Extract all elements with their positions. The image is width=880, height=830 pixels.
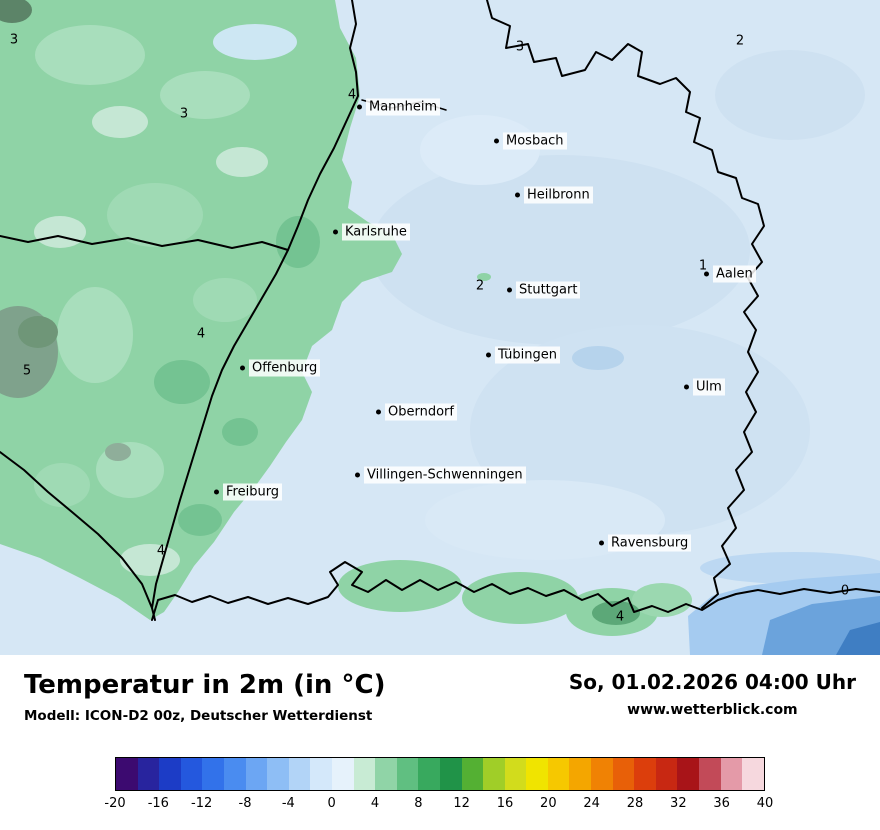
- northwest-border: [0, 235, 289, 251]
- legend-tick-label: 16: [496, 796, 514, 811]
- legend-color-segment: [375, 758, 397, 790]
- legend-tick-label: -4: [281, 796, 295, 811]
- border-lines: [0, 0, 880, 621]
- legend-color-segment: [180, 758, 203, 790]
- legend-color-segment: [742, 758, 764, 790]
- legend-color-segment: [526, 758, 548, 790]
- legend-color-segment: [267, 758, 289, 790]
- legend-tick-label: 20: [540, 796, 557, 811]
- legend-color-segment: [655, 758, 678, 790]
- legend-tick-label: -16: [147, 796, 169, 811]
- legend-color-segment: [591, 758, 613, 790]
- legend-tick-label: 32: [670, 796, 687, 811]
- datetime-block: So, 01.02.2026 04:00 Uhr www.wetterblick…: [569, 671, 858, 718]
- legend-tick-label: 4: [370, 796, 380, 811]
- southern-border: [151, 561, 880, 621]
- legend-color-segment: [159, 758, 181, 790]
- title-block: Temperatur in 2m (in °C) Modell: ICON-D2…: [24, 671, 385, 724]
- legend-tick-label: 12: [453, 796, 470, 811]
- legend-color-segment: [353, 758, 376, 790]
- legend-tick-label: 28: [626, 796, 644, 811]
- legend-color-segment: [310, 758, 332, 790]
- legend-color-segment: [331, 758, 354, 790]
- green-region: [0, 0, 491, 620]
- legend-color-segment: [547, 758, 570, 790]
- legend-tick-label: 40: [756, 796, 774, 811]
- legend-tick-label: -8: [238, 796, 252, 811]
- legend-color-segment: [202, 758, 224, 790]
- weather-map: Mannheim Mosbach Heilbronn Karlsruhe Stuttga…: [0, 0, 880, 655]
- legend-color-segment: [634, 758, 656, 790]
- cool-blue-patches: [370, 50, 865, 560]
- legend-color-segment: [569, 758, 592, 790]
- southwest-border: [0, 451, 153, 609]
- legend-tick-label: -12: [191, 796, 213, 811]
- legend-tick-label: 0: [327, 796, 336, 811]
- legend-color-segment: [223, 758, 246, 790]
- legend-color-segment: [418, 758, 440, 790]
- legend-color-segment: [461, 758, 484, 790]
- page-title: Temperatur in 2m (in °C): [24, 670, 386, 700]
- legend-color-segment: [612, 758, 635, 790]
- legend-color-segment: [137, 758, 160, 790]
- legend-bar: [115, 757, 765, 791]
- website-link: www.wetterblick.com: [627, 702, 798, 718]
- legend-tick-label: 24: [583, 796, 600, 811]
- legend-color-segment: [245, 758, 268, 790]
- temperature-legend: -20 -16 -12 -8 -4 0 4 8 12 16 20 24 28 32 36 40: [104, 757, 773, 814]
- legend-color-segment: [677, 758, 700, 790]
- legend-color-segment: [483, 758, 505, 790]
- legend-tick-label: -20: [104, 796, 126, 811]
- western-border: [151, 0, 359, 621]
- legend-tick-label: 8: [414, 796, 423, 811]
- legend-tick-label: 36: [713, 796, 730, 811]
- info-bar: Temperatur in 2m (in °C) Modell: ICON-D2…: [0, 655, 880, 724]
- legend-ticks: -20 -16 -12 -8 -4 0 4 8 12 16 20 24 28 32 36 40: [104, 796, 773, 814]
- forecast-datetime: So, 01.02.2026 04:00 Uhr: [568, 670, 856, 694]
- legend-color-segment: [396, 758, 419, 790]
- legend-color-segment: [720, 758, 743, 790]
- cold-region: [688, 552, 880, 655]
- legend-color-segment: [439, 758, 462, 790]
- highland-gray-patches: [0, 0, 131, 461]
- eastern-border: [486, 0, 765, 609]
- model-info: Modell: ICON-D2 00z, Deutscher Wetterdie…: [24, 707, 373, 724]
- map-svg: [0, 0, 880, 655]
- legend-color-segment: [504, 758, 527, 790]
- legend-color-segment: [699, 758, 721, 790]
- legend-color-segment: [116, 758, 138, 790]
- legend-color-segment: [288, 758, 311, 790]
